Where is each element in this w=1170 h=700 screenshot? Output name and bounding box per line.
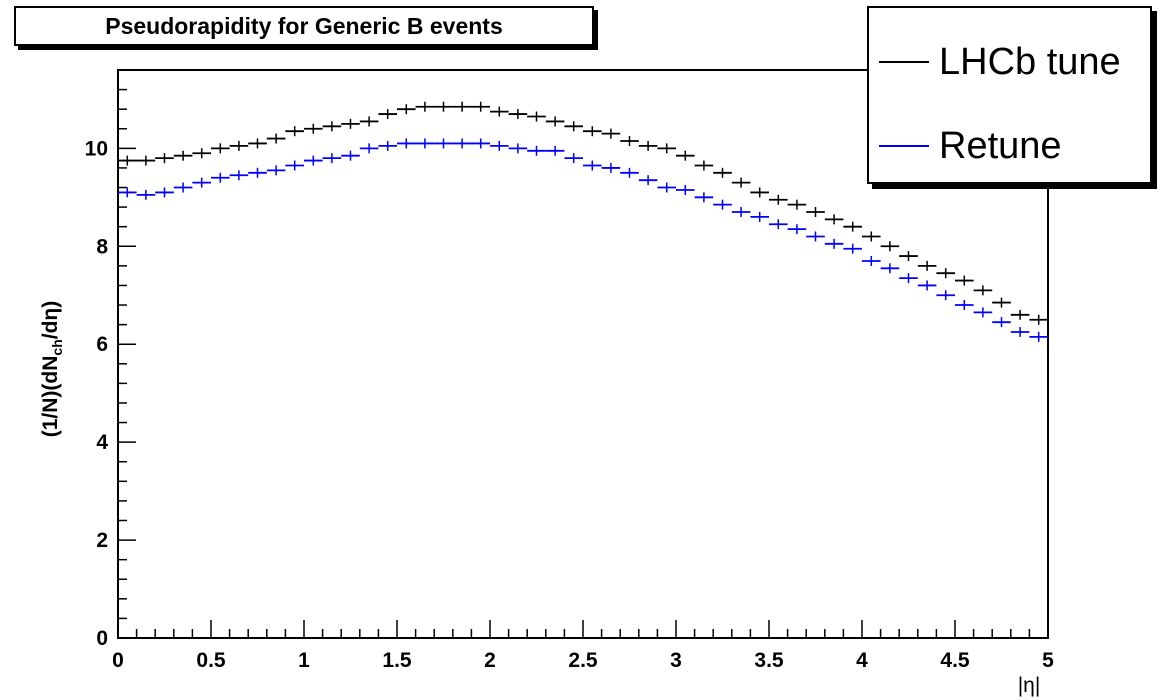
chart-title: Pseudorapidity for Generic B events <box>105 12 503 39</box>
x-tick-label: 2 <box>484 649 496 672</box>
x-tick-label: 3 <box>670 649 682 672</box>
y-axis-title: (1/N)(dNch/dη) <box>38 300 66 438</box>
x-tick-label: 4 <box>856 649 868 672</box>
legend-label-lhcb-tune: LHCb tune <box>939 40 1121 83</box>
legend-swatch-lhcb-tune <box>879 61 929 63</box>
y-tick-label: 6 <box>96 333 108 356</box>
legend-label-retune: Retune <box>939 124 1062 167</box>
x-tick-label: 1.5 <box>382 649 412 672</box>
x-tick-label: 0.5 <box>196 649 226 672</box>
legend-entry-lhcb-tune: LHCb tune <box>879 32 1121 92</box>
x-tick-label: 0 <box>112 649 124 672</box>
x-tick-label: 2.5 <box>568 649 598 672</box>
legend-swatch-retune <box>879 145 929 147</box>
x-tick-label: 1 <box>298 649 310 672</box>
x-tick-label: 4.5 <box>940 649 970 672</box>
x-tick-label: 3.5 <box>754 649 784 672</box>
y-tick-label: 2 <box>96 529 108 552</box>
y-tick-label: 0 <box>96 627 108 650</box>
y-tick-label: 8 <box>96 235 108 258</box>
y-tick-label: 10 <box>85 137 108 160</box>
x-axis-title: |η| <box>1017 674 1041 697</box>
legend: LHCb tune Retune <box>867 6 1152 184</box>
legend-entry-retune: Retune <box>879 116 1062 176</box>
x-tick-label: 5 <box>1042 649 1054 672</box>
chart-title-box: Pseudorapidity for Generic B events <box>14 6 594 46</box>
y-tick-label: 4 <box>96 431 108 454</box>
